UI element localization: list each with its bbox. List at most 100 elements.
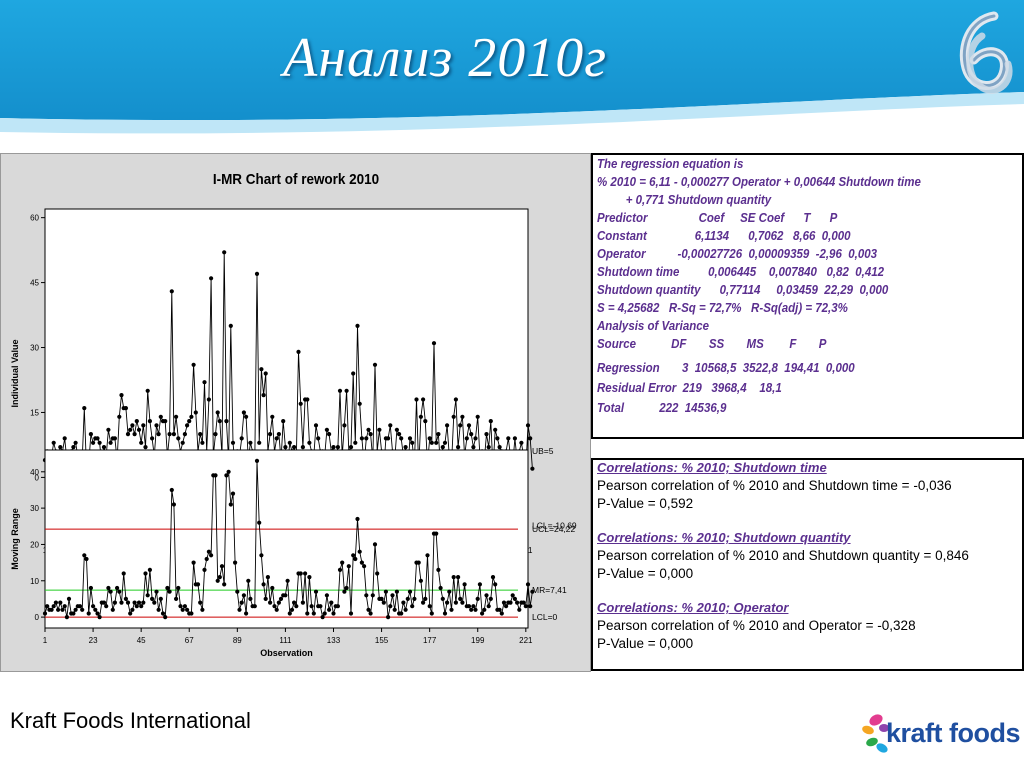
data-point	[364, 593, 369, 598]
data-point	[416, 560, 421, 565]
data-point	[451, 414, 456, 419]
data-point	[174, 596, 179, 601]
data-point	[283, 593, 288, 598]
data-point	[434, 531, 439, 536]
data-point	[386, 436, 391, 441]
data-point	[469, 607, 474, 612]
data-point	[353, 440, 358, 445]
data-point	[182, 432, 187, 437]
data-point	[112, 436, 117, 441]
data-point	[512, 596, 517, 601]
regression-line: Source DF SS MS F P	[597, 337, 827, 351]
data-point	[125, 600, 131, 605]
data-point	[482, 607, 487, 612]
data-point	[440, 596, 445, 601]
data-point	[276, 600, 281, 605]
data-point	[449, 607, 454, 612]
data-point	[128, 611, 133, 616]
data-point	[254, 271, 260, 276]
data-point	[213, 432, 218, 437]
kraft-foods-wordmark: kraft foods	[886, 718, 1021, 748]
regression-line: Operator -0,00027726 0,00009359 -2,96 0,…	[597, 247, 878, 261]
x-tick-label: 221	[519, 636, 533, 645]
data-point	[215, 578, 220, 583]
data-point	[77, 604, 83, 609]
data-point	[191, 560, 196, 565]
data-point	[495, 436, 500, 441]
y-tick-label: 15	[30, 408, 39, 417]
data-point	[167, 589, 172, 594]
data-point	[60, 607, 65, 612]
data-point	[147, 567, 152, 572]
data-point	[445, 423, 450, 428]
data-point	[392, 607, 397, 612]
data-point	[501, 600, 507, 605]
data-point	[274, 436, 279, 441]
y-tick-label: 30	[30, 344, 39, 353]
data-point	[289, 607, 295, 612]
data-point	[191, 362, 196, 367]
data-point	[381, 600, 386, 605]
data-point	[298, 571, 303, 576]
data-point	[134, 604, 139, 609]
kraft-flower-icon	[862, 714, 889, 753]
data-point	[287, 440, 292, 445]
y-tick-label: 10	[30, 577, 39, 586]
x-tick-label: 177	[423, 636, 437, 645]
data-point	[91, 440, 96, 445]
data-point	[425, 553, 430, 558]
data-point	[530, 466, 535, 471]
data-point	[176, 436, 181, 441]
data-point	[355, 516, 360, 522]
data-point	[145, 593, 150, 598]
data-point	[117, 589, 122, 594]
data-point	[418, 578, 423, 583]
data-point	[519, 440, 524, 445]
correlation-result: Pearson correlation of % 2010 and Operat…	[597, 618, 916, 633]
data-point	[248, 596, 253, 601]
ucl-label: UB=5	[532, 446, 554, 456]
data-point	[335, 445, 340, 450]
data-point	[383, 589, 388, 594]
data-point	[209, 553, 214, 558]
data-point	[84, 556, 89, 562]
data-point	[480, 611, 485, 616]
data-point	[259, 553, 264, 558]
x-tick-label: 111	[279, 636, 292, 645]
data-point	[125, 432, 131, 437]
data-point	[372, 362, 378, 367]
data-point	[174, 414, 179, 419]
data-point	[42, 611, 48, 616]
y-tick-label: 0	[35, 613, 40, 622]
data-point	[407, 589, 413, 594]
data-point	[337, 388, 343, 393]
data-point	[224, 473, 229, 478]
data-point	[198, 600, 203, 605]
data-point	[254, 458, 260, 463]
x-tick-label: 1	[43, 636, 48, 645]
data-point	[388, 604, 393, 609]
data-point	[379, 596, 384, 601]
data-point	[493, 427, 498, 432]
data-point	[132, 432, 137, 437]
data-point	[101, 600, 107, 605]
data-point	[261, 582, 266, 587]
data-point	[368, 432, 373, 437]
data-point	[322, 611, 327, 616]
data-point	[287, 611, 292, 616]
data-point	[119, 393, 124, 398]
data-point	[130, 607, 135, 612]
lcl-label: LCL=0	[532, 612, 558, 622]
correlation-p-value: P-Value = 0,000	[597, 636, 694, 651]
y-axis-label: Individual Value	[10, 339, 20, 407]
correlation-result: Pearson correlation of % 2010 and Shutdo…	[597, 478, 952, 493]
data-point	[230, 491, 236, 496]
data-point	[307, 440, 312, 445]
data-point	[101, 445, 107, 450]
data-point	[357, 549, 362, 554]
data-point	[278, 596, 284, 601]
data-point	[399, 611, 404, 616]
header-banner: Анализ 2010г	[0, 0, 1024, 150]
data-point	[71, 611, 76, 616]
data-point	[517, 607, 522, 612]
